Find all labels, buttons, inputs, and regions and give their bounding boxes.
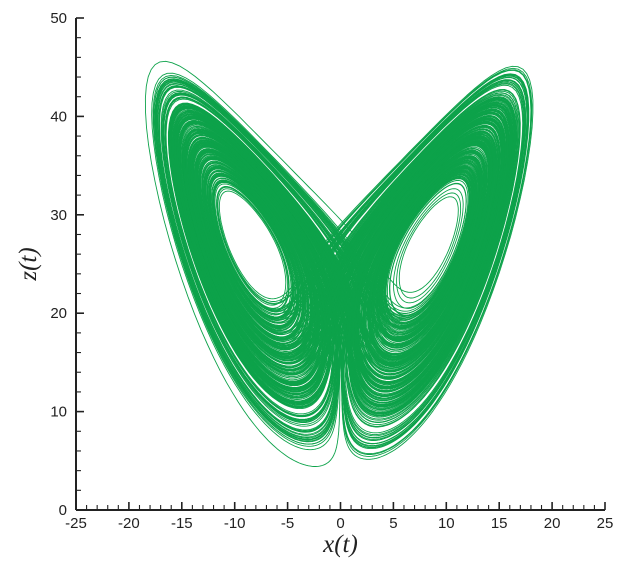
y-axis-ticks <box>76 17 84 511</box>
y-axis-title: z(t) <box>15 247 42 281</box>
y-tick-label: 50 <box>50 10 67 27</box>
plot-area <box>144 60 534 467</box>
x-tick-label: 5 <box>389 515 397 532</box>
x-tick-label: -25 <box>65 515 87 532</box>
trajectory-segment-18 <box>155 67 533 457</box>
x-axis-title: x(t) <box>322 531 358 558</box>
x-tick-label: 0 <box>336 515 344 532</box>
x-tick-label: -20 <box>118 515 140 532</box>
y-axis-tick-labels: 0 10 20 30 40 50 <box>50 10 67 519</box>
trajectory-segment-20 <box>383 336 426 355</box>
x-tick-label: -10 <box>224 515 246 532</box>
x-tick-label: 20 <box>544 515 561 532</box>
x-axis-ticks <box>75 502 606 510</box>
trajectory-segment-19 <box>154 77 528 444</box>
x-tick-label: 15 <box>491 515 508 532</box>
x-tick-label: -15 <box>171 515 193 532</box>
axes: -25 -20 -15 -10 -5 0 5 10 15 20 25 0 10 20 30 40 50 <box>50 10 613 532</box>
x-tick-label: -5 <box>281 515 294 532</box>
x-tick-label: 25 <box>597 515 614 532</box>
y-tick-label: 10 <box>50 404 67 421</box>
x-axis-tick-labels: -25 -20 -15 -10 -5 0 5 10 15 20 25 <box>65 515 613 532</box>
x-tick-label: 10 <box>438 515 455 532</box>
y-tick-label: 0 <box>59 502 67 519</box>
y-tick-label: 20 <box>50 305 67 322</box>
y-tick-label: 30 <box>50 207 67 224</box>
y-tick-label: 40 <box>50 108 67 125</box>
